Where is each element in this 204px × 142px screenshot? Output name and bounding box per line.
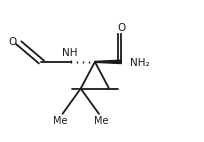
Polygon shape: [95, 60, 121, 64]
Text: Me: Me: [94, 116, 108, 126]
Text: NH: NH: [62, 48, 77, 58]
Text: O: O: [117, 23, 125, 33]
Text: O: O: [9, 37, 17, 47]
Text: NH₂: NH₂: [130, 58, 150, 68]
Text: Me: Me: [53, 116, 68, 126]
